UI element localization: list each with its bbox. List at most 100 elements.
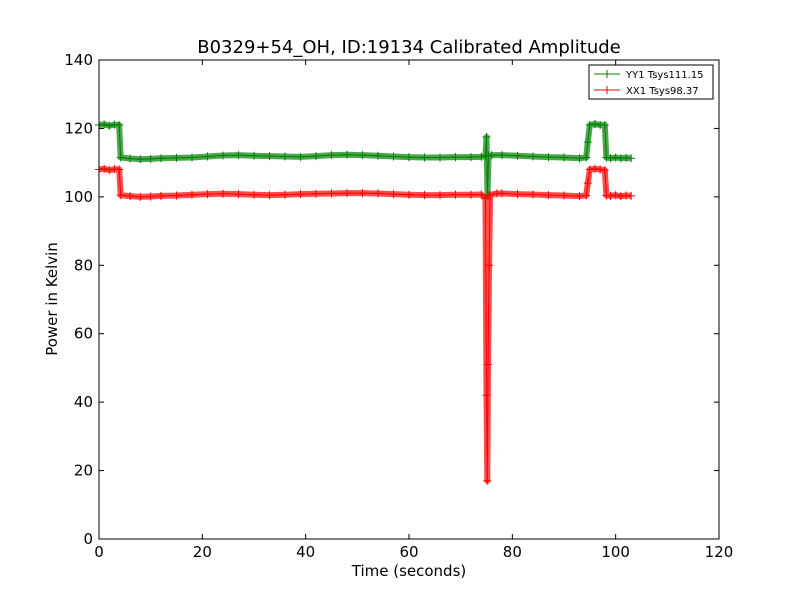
- x-tick-label-4: 80: [503, 543, 522, 561]
- series-1-point-26: [420, 191, 429, 200]
- series-1-point-24: [389, 190, 398, 199]
- y-axis-label: Power in Kelvin: [43, 242, 61, 356]
- y-tick-label-7: 140: [64, 51, 93, 69]
- series-0-point-49: [606, 154, 615, 163]
- series-1-point-12: [203, 190, 212, 199]
- series-1-point-28: [451, 190, 460, 199]
- series-1-point-17: [281, 190, 289, 199]
- series-0-point-43: [583, 138, 592, 147]
- ticks-layer: 0 20 40 60 80 100 120 0 20 40 60 80 100 120 140: [64, 51, 733, 561]
- legend-entry-xx1: XX1 Tsys98.37: [594, 86, 699, 97]
- series-1-point-46: [585, 165, 594, 174]
- x-tick-label-2: 40: [296, 543, 315, 561]
- legend-entry-yy1: YY1 Tsys111.15: [594, 70, 704, 81]
- series-1-point-5: [116, 191, 125, 200]
- series-0-point-28: [451, 153, 460, 162]
- series-0-point-24: [389, 152, 398, 161]
- series-1-point-55: [627, 191, 636, 200]
- series-0-point-22: [358, 151, 367, 160]
- series-1-point-33: [483, 476, 492, 485]
- series-0-point-4: [115, 121, 124, 130]
- series-0-point-26: [420, 153, 429, 162]
- series-1-point-2: [105, 166, 114, 175]
- series-0-point-10: [172, 153, 181, 162]
- series-1-point-6: [126, 192, 134, 201]
- series-1-point-48: [596, 165, 605, 174]
- legend-box: [588, 64, 714, 100]
- series-0-point-42: [582, 153, 591, 162]
- series-1-point-15: [250, 190, 258, 199]
- legend-label-xx1: XX1 Tsys98.37: [626, 86, 699, 97]
- series-1-point-49: [600, 166, 609, 175]
- series-0-point-14: [234, 151, 243, 160]
- series-0-point-38: [529, 152, 537, 161]
- series-1-point-18: [296, 190, 305, 199]
- series-0-point-6: [126, 154, 134, 163]
- series-1-point-41: [544, 191, 553, 200]
- series-0-point-12: [203, 152, 212, 161]
- series-0-point-23: [374, 151, 382, 160]
- series-0-point-44: [585, 121, 594, 130]
- series-1-point-52: [611, 191, 620, 200]
- series-1-point-39: [513, 190, 522, 199]
- series-0-point-5: [116, 153, 125, 162]
- legend-marker-yy1: [603, 70, 611, 78]
- series-0-point-11: [188, 153, 196, 162]
- series-0-point-47: [600, 121, 609, 130]
- legend-marker-xx1: [603, 86, 611, 94]
- series-1-point-16: [265, 191, 274, 200]
- series-0-point-27: [436, 153, 444, 162]
- y-tick-label-6: 120: [64, 119, 93, 137]
- series-0-point-39: [544, 153, 553, 162]
- series-1-point-51: [606, 191, 615, 200]
- series-1-point-20: [327, 189, 336, 198]
- series-0-point-37: [513, 151, 522, 160]
- series-1-point-23: [374, 189, 382, 198]
- series-1-point-13: [219, 189, 227, 198]
- series-1-point-21: [343, 189, 351, 198]
- series-1-point-7: [136, 192, 145, 201]
- series-0-point-19: [312, 152, 320, 161]
- series-layer: [95, 119, 636, 485]
- series-1-point-14: [234, 190, 243, 199]
- series-1-point-19: [312, 189, 320, 198]
- x-tick-label-5: 100: [601, 543, 630, 561]
- series-1-point-4: [115, 165, 124, 174]
- series-1-point-25: [405, 190, 413, 199]
- series-1-point-34: [484, 360, 493, 369]
- y-tick-label-1: 20: [74, 462, 93, 480]
- series-0-point-32: [482, 132, 491, 141]
- x-tick-label-0: 0: [94, 543, 104, 561]
- x-tick-label-6: 120: [705, 543, 734, 561]
- series-0-point-35: [487, 151, 496, 160]
- chart-title: B0329+54_OH, ID:19134 Calibrated Amplitu…: [197, 37, 620, 58]
- series-0-point-30: [477, 152, 486, 161]
- x-tick-label-1: 20: [193, 543, 212, 561]
- series-0-point-45: [591, 119, 599, 128]
- series-0-point-36: [498, 151, 506, 160]
- series-0-point-29: [467, 153, 475, 162]
- series-0-point-48: [602, 153, 611, 162]
- series-0-point-21: [343, 150, 351, 159]
- y-tick-label-4: 80: [74, 256, 93, 274]
- series-1-point-53: [616, 192, 625, 201]
- series-0-point-41: [575, 154, 584, 163]
- series-1-point-30: [477, 190, 486, 199]
- series-0-point-40: [560, 153, 568, 162]
- series-0-point-50: [611, 153, 620, 162]
- series-0-point-16: [265, 152, 274, 161]
- series-1-point-31: [481, 194, 490, 203]
- series-0-point-2: [105, 121, 114, 130]
- series-1-point-9: [157, 191, 165, 200]
- series-1-point-38: [498, 189, 506, 198]
- series-1-point-1: [100, 164, 109, 173]
- series-0-point-25: [405, 153, 413, 162]
- series-0-point-20: [327, 151, 336, 160]
- x-axis-label: Time (seconds): [351, 562, 467, 580]
- series-0-point-13: [219, 151, 227, 160]
- series-1-point-32: [482, 391, 491, 400]
- series-0-point-15: [250, 151, 258, 160]
- series-0-point-1: [100, 120, 109, 129]
- series-1-point-43: [575, 192, 584, 201]
